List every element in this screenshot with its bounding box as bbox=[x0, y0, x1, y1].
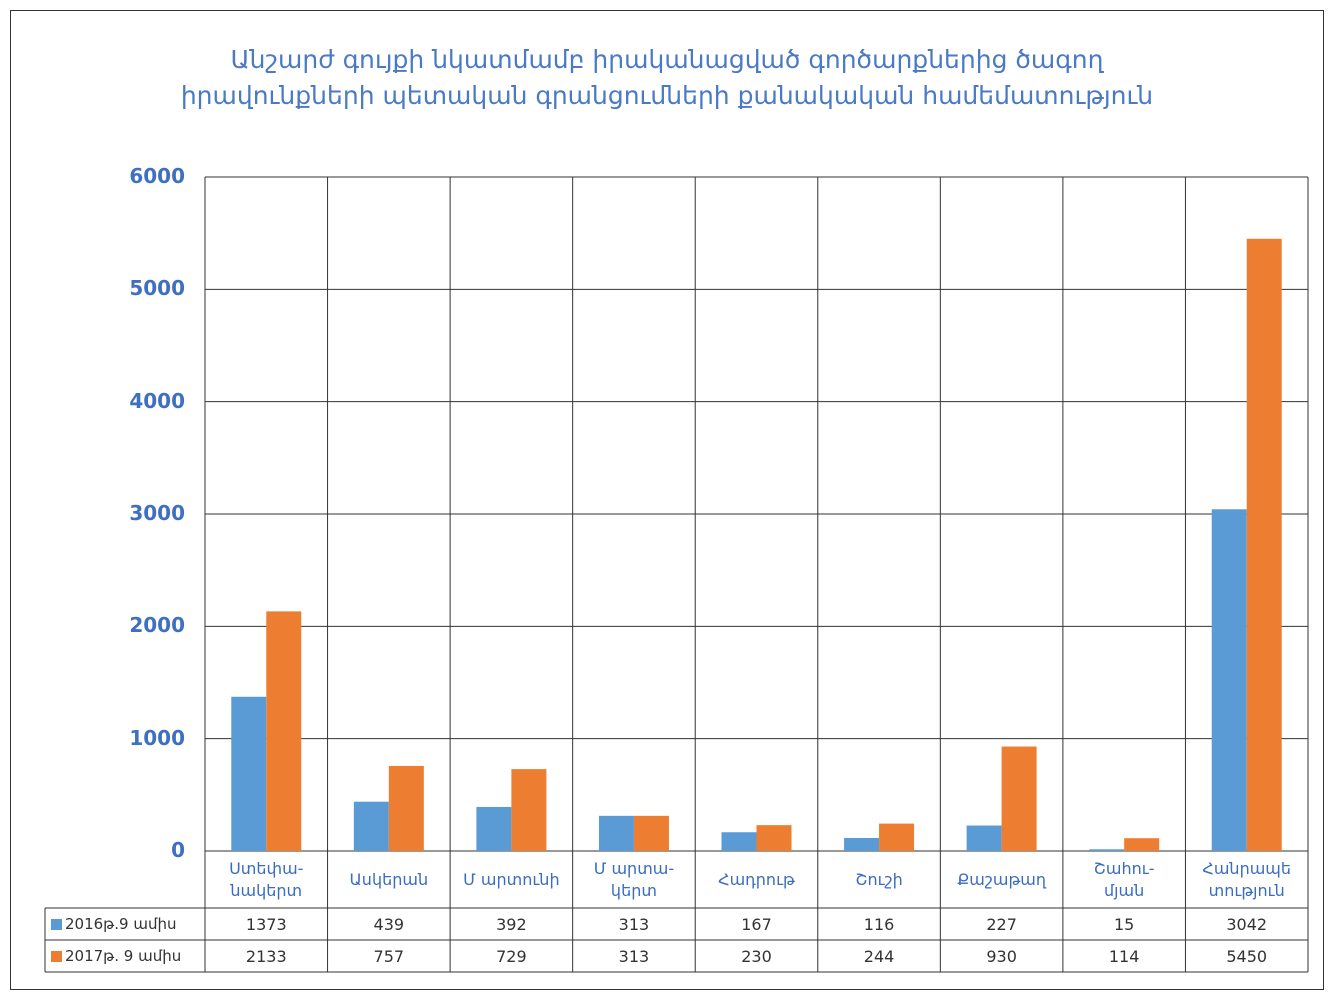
bar bbox=[756, 825, 792, 851]
bar bbox=[1246, 238, 1282, 852]
table-cell: 2133 bbox=[245, 946, 287, 966]
legend-entry: 2016թ.9 ամիս bbox=[45, 908, 205, 940]
bar bbox=[1211, 509, 1247, 851]
chart-title: Անշարժ գույքի նկատմամբ իրականացված գործա… bbox=[180, 45, 1154, 110]
y-tick-label: 4000 bbox=[129, 388, 185, 413]
table-cell: 930 bbox=[986, 946, 1017, 966]
bar bbox=[598, 815, 634, 851]
table-cell: 227 bbox=[986, 914, 1017, 934]
frame bbox=[10, 10, 1324, 990]
x-tick-label: Ասկերան bbox=[349, 869, 429, 889]
legend-label: 2017թ. 9 ամիս bbox=[65, 947, 182, 965]
x-tick-label: Շահու- մյան bbox=[1093, 858, 1155, 900]
bar bbox=[353, 801, 389, 851]
bar bbox=[1124, 838, 1160, 851]
table-cell: 114 bbox=[1108, 946, 1140, 966]
table-cell: 1373 bbox=[245, 914, 287, 934]
table-cell: 244 bbox=[863, 946, 895, 966]
table-cell: 439 bbox=[373, 914, 405, 934]
x-tick-label: Ստեփա- նակերտ bbox=[229, 858, 304, 900]
x-tick-label: Մ արտա- կերտ bbox=[593, 858, 675, 900]
y-tick-label: 6000 bbox=[129, 164, 185, 188]
table-cell: 230 bbox=[741, 946, 772, 966]
legend-swatch bbox=[51, 918, 62, 930]
table-cell: 313 bbox=[618, 946, 650, 966]
bar bbox=[1001, 746, 1037, 851]
table-cell: 3042 bbox=[1226, 914, 1268, 934]
x-tick-label: Հանրապե տություն bbox=[1202, 858, 1292, 900]
bar bbox=[633, 815, 669, 851]
bar bbox=[511, 769, 547, 851]
bar bbox=[966, 825, 1002, 851]
table-cell: 116 bbox=[863, 914, 895, 934]
table-cell: 15 bbox=[1113, 914, 1135, 934]
y-tick-label: 5000 bbox=[129, 276, 185, 301]
table-cell: 729 bbox=[496, 946, 527, 966]
bar bbox=[266, 611, 302, 851]
y-tick-label: 0 bbox=[171, 838, 185, 862]
bar bbox=[476, 806, 512, 851]
x-tick-label: Մ արտունի bbox=[463, 869, 560, 889]
y-tick-label: 2000 bbox=[129, 613, 185, 638]
bar bbox=[721, 832, 757, 851]
table-cell: 313 bbox=[618, 914, 650, 934]
bar bbox=[388, 765, 424, 851]
bar bbox=[1089, 849, 1125, 851]
y-tick-label: 3000 bbox=[129, 501, 185, 525]
bar bbox=[879, 823, 915, 851]
legend-entry: 2017թ. 9 ամիս bbox=[45, 940, 205, 972]
x-tick-label: Շուշի bbox=[855, 869, 903, 889]
table-cell: 167 bbox=[741, 914, 772, 934]
y-tick-label: 1000 bbox=[129, 725, 185, 750]
bar bbox=[844, 837, 880, 851]
legend-label: 2016թ.9 ամիս bbox=[65, 915, 177, 933]
table-cell: 757 bbox=[373, 946, 405, 966]
x-tick-label: Հադրութ bbox=[718, 869, 795, 889]
bar bbox=[231, 696, 267, 851]
table-cell: 5450 bbox=[1226, 946, 1268, 966]
table-cell: 392 bbox=[496, 914, 527, 934]
x-tick-label: Քաշաթաղ bbox=[957, 869, 1046, 889]
legend-swatch bbox=[51, 950, 62, 962]
